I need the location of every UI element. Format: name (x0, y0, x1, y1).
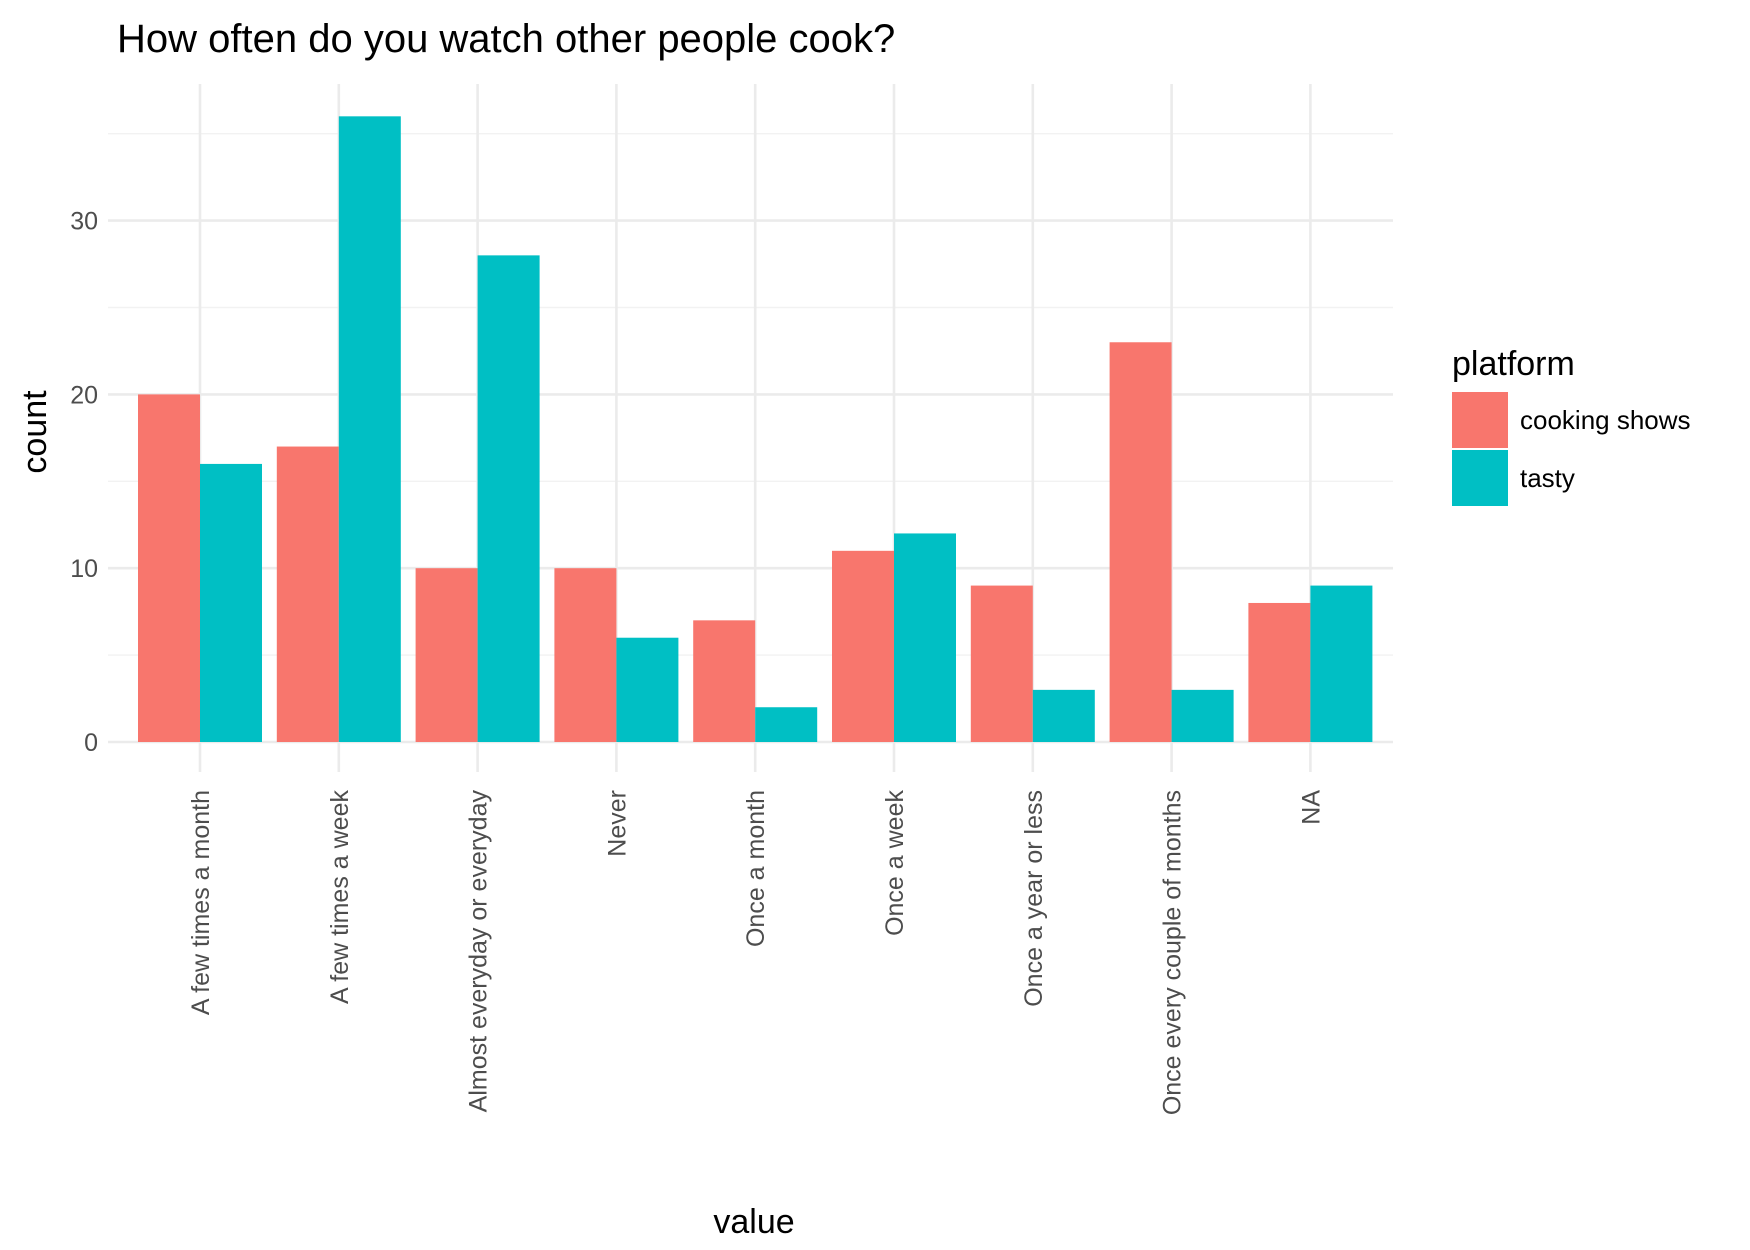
bar-cooking-shows-once-a-year-or-less (970, 585, 1033, 742)
bars (138, 116, 1373, 743)
bar-cooking-shows-once-a-week (832, 550, 894, 742)
bar-cooking-shows-na (1248, 602, 1311, 742)
legend-label: tasty (1520, 463, 1575, 493)
x-axis-ticks: A few times a month A few times a week Alm… (187, 790, 1325, 1116)
x-axis-title: value (713, 1203, 794, 1241)
legend-title: platform (1452, 345, 1575, 383)
legend: platform cooking shows tasty (1452, 345, 1691, 506)
bar-tasty-never (616, 637, 679, 742)
legend-key-tasty (1452, 450, 1508, 506)
x-tick-label: Once a month (742, 790, 770, 947)
bar-cooking-shows-a-few-times-a-week (276, 446, 339, 742)
bar-tasty-once-every-couple-of-months (1171, 689, 1234, 742)
x-tick-label: Once a year or less (1020, 790, 1048, 1007)
y-tick-label: 10 (70, 555, 98, 583)
bar-tasty-a-few-times-a-week (338, 116, 401, 742)
x-tick-label: A few times a month (187, 790, 215, 1015)
y-tick-label: 30 (70, 208, 98, 236)
y-axis-title: count (16, 390, 54, 474)
x-tick-label: NA (1297, 790, 1325, 825)
bar-tasty-once-a-month (755, 707, 818, 742)
legend-label: cooking shows (1520, 405, 1691, 435)
bar-tasty-once-a-week (894, 533, 956, 742)
bar-cooking-shows-never (554, 568, 617, 742)
bar-cooking-shows-once-every-couple-of-months (1109, 342, 1172, 742)
y-tick-label: 20 (70, 381, 98, 409)
y-axis-ticks: 0 10 20 30 (70, 208, 98, 757)
x-tick-label: Once every couple of months (1159, 790, 1187, 1115)
bar-cooking-shows-a-few-times-a-month (138, 394, 200, 742)
y-tick-label: 0 (84, 729, 98, 757)
bar-tasty-almost-everyday-or-everyday (477, 255, 540, 743)
bar-tasty-a-few-times-a-month (200, 463, 262, 742)
chart-title: How often do you watch other people cook… (117, 17, 895, 61)
bar-cooking-shows-once-a-month (693, 620, 756, 742)
x-tick-label: A few times a week (326, 790, 354, 1004)
bar-tasty-na (1310, 585, 1373, 742)
legend-key-cooking-shows (1452, 392, 1508, 448)
bar-tasty-once-a-year-or-less (1032, 689, 1095, 742)
bar-cooking-shows-almost-everyday-or-everyday (415, 568, 478, 742)
x-tick-label: Once a week (881, 790, 909, 936)
x-tick-label: Almost everyday or everyday (465, 790, 493, 1113)
x-tick-label: Never (603, 790, 631, 857)
